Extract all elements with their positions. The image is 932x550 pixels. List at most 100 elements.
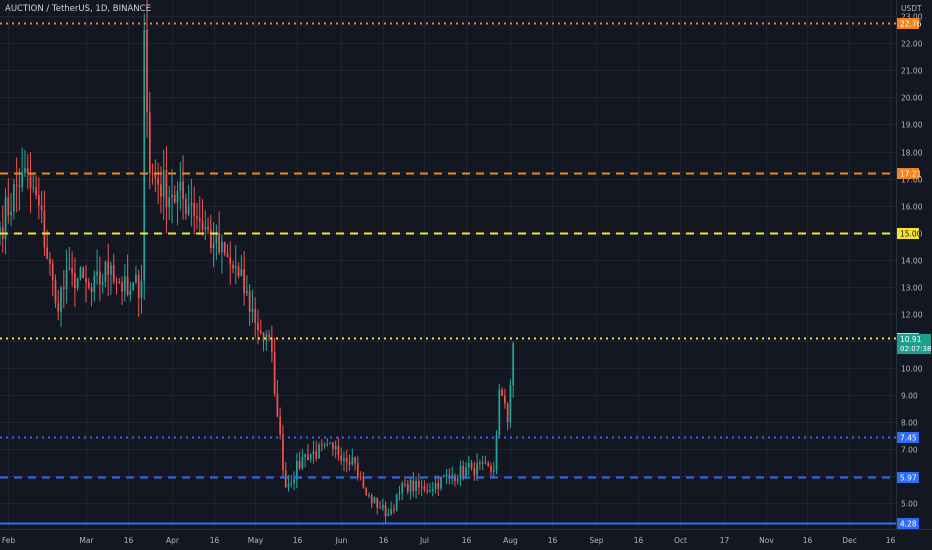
symbol-title[interactable]: AUCTION / TetherUS, 1D, BINANCE (5, 4, 151, 14)
x-tick-label: 16 (210, 536, 220, 545)
candle-body (143, 29, 146, 282)
level-label: 22.76 (900, 20, 922, 29)
x-tick-label: 16 (548, 536, 558, 545)
candle-body (362, 476, 365, 488)
candle-body (60, 287, 62, 312)
candle-body (132, 282, 135, 291)
y-tick-label: 23.00 (901, 13, 923, 22)
candle-body (93, 275, 96, 293)
x-tick-label: 16 (886, 536, 896, 545)
candle-body (135, 274, 137, 283)
x-tick-label: Mar (79, 536, 94, 545)
candle-body (393, 509, 395, 511)
candle-body (415, 481, 417, 491)
candle-body (276, 393, 279, 417)
y-tick-label: 17.00 (901, 176, 923, 185)
candle-body (434, 482, 437, 490)
candle-body (309, 454, 312, 460)
x-tick-label: 16 (124, 536, 134, 545)
candle-body (187, 205, 190, 214)
candle-body (115, 281, 118, 283)
candle-body (351, 457, 354, 465)
candle-body (40, 205, 43, 211)
candle-body (295, 460, 298, 480)
y-tick-label: 14.00 (901, 257, 923, 266)
candle-body (190, 202, 193, 206)
candle-body (384, 504, 387, 517)
candle-body (13, 184, 15, 212)
x-tick-label: Oct (674, 536, 687, 545)
candle-body (498, 389, 501, 435)
candle-body (401, 483, 404, 493)
candle-body (356, 463, 359, 477)
x-tick-label: 16 (293, 536, 303, 545)
candle-body (165, 170, 168, 208)
level-label-background (897, 168, 919, 179)
time-axis[interactable]: Feb Mar 16 Apr 16 May 16 Jun 16 Jul 16 Aug 16 Sep 16 Oc… (0, 529, 932, 550)
candle-body (420, 486, 423, 488)
candle-body (465, 467, 467, 477)
candle-body (381, 504, 384, 509)
candle-body (406, 484, 409, 492)
x-tick-label: 17 (720, 536, 730, 545)
candle-body (237, 266, 240, 276)
price-axis[interactable]: 5.006.007.008.009.0010.0011.0012.0013.00… (896, 0, 932, 550)
candle-body (87, 282, 90, 288)
candle-body (456, 478, 459, 482)
x-tick-label: 16 (462, 536, 472, 545)
candle-body (32, 187, 35, 189)
candle-body (470, 463, 473, 469)
candle-body (429, 490, 431, 492)
horizontal-levels[interactable] (0, 22, 896, 525)
candle-body (148, 112, 151, 174)
candle-body (29, 173, 32, 188)
candle-body (379, 507, 381, 509)
candle-body (154, 173, 157, 179)
candle-body (312, 451, 315, 455)
candle-body (509, 385, 512, 423)
candle-body (232, 264, 234, 269)
candle-body (365, 487, 368, 496)
x-tick-label: Nov (759, 536, 774, 545)
candle-body (221, 241, 223, 253)
candle-body (110, 265, 112, 275)
level-label-background (897, 228, 919, 239)
candle-body (287, 483, 290, 488)
candle-body (223, 241, 226, 254)
candle-body (451, 475, 454, 477)
candle-body (234, 266, 237, 269)
candle-body (373, 497, 376, 504)
y-tick-label: 9.00 (901, 392, 918, 401)
candle-body (301, 457, 304, 469)
candle-body (57, 303, 60, 312)
x-tick-label: Apr (166, 536, 180, 545)
candle-body (354, 457, 356, 464)
y-tick-label: 8.00 (901, 419, 918, 428)
candle-body (21, 173, 24, 187)
y-tick-label: 22.00 (901, 40, 923, 49)
price-tag-countdown: 02:07:38 (900, 345, 931, 353)
x-tick-label: Jul (419, 536, 429, 545)
y-tick-label: 10.00 (901, 365, 923, 374)
candle-body (15, 184, 18, 186)
candle-body (79, 267, 82, 279)
candle-body (343, 458, 345, 461)
candle-body (501, 389, 503, 396)
candle-body (37, 194, 40, 206)
candle-body (462, 465, 465, 477)
candle-body (137, 274, 140, 299)
candle-body (157, 178, 159, 185)
candle-body (426, 489, 429, 492)
candle-body (51, 263, 54, 281)
candle-body (304, 454, 306, 458)
candle-body (184, 198, 187, 214)
level-label-background (897, 518, 919, 529)
candle-body (76, 278, 79, 289)
candle-body (431, 489, 434, 491)
candle-body (484, 461, 487, 463)
candle-body (26, 168, 29, 174)
candle-body (404, 483, 406, 485)
level-label-background (897, 432, 919, 443)
currency-label: USDT (901, 4, 922, 13)
